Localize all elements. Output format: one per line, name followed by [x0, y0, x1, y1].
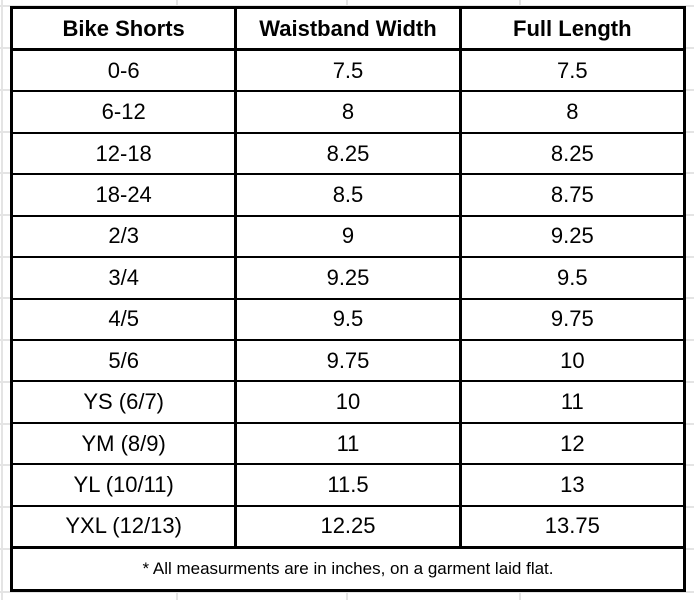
- waistband-cell: 10: [237, 382, 462, 422]
- size-cell: 2/3: [13, 216, 238, 257]
- spreadsheet-gridline-vertical: [1, 0, 3, 600]
- waistband-cell: 11.5: [237, 465, 462, 505]
- waistband-cell: 9: [237, 216, 462, 257]
- size-cell: 0-6: [13, 51, 238, 91]
- header-cell-waistband: Waistband Width: [237, 9, 462, 48]
- table-row: YS (6/7) 10 11: [13, 382, 683, 424]
- waistband-cell: 8.25: [237, 133, 462, 174]
- size-cell: YXL (12/13): [13, 506, 238, 547]
- length-cell: 13: [560, 471, 585, 497]
- waistband-cell: 9.75: [237, 340, 462, 381]
- size-cell: 4/5: [13, 299, 238, 339]
- size-cell: 12-18: [13, 133, 238, 174]
- size-chart-table: Bike Shorts Waistband Width Full Length …: [10, 6, 686, 592]
- size-cell: YL (10/11): [13, 465, 238, 505]
- size-cell: 5/6: [13, 340, 238, 381]
- table-header-row: Bike Shorts Waistband Width Full Length: [13, 9, 683, 51]
- length-cell: 8.25: [550, 140, 594, 166]
- waistband-cell: 12.25: [237, 506, 462, 547]
- size-cell: 18-24: [13, 175, 238, 215]
- table-row: 3/4 9.25 9.5: [13, 258, 683, 300]
- length-cell: 9.5: [557, 264, 588, 290]
- table-row: 6-12 8 8: [13, 92, 683, 134]
- table-row: 0-6 7.5 7.5: [13, 51, 683, 93]
- size-cell: 6-12: [13, 92, 238, 132]
- length-cell: 9.25: [550, 223, 594, 249]
- waistband-cell: 8.5: [237, 175, 462, 215]
- size-cell: YM (8/9): [13, 423, 238, 464]
- table-row: 2/3 9 9.25: [13, 216, 683, 259]
- length-cell: 8: [566, 99, 579, 125]
- waistband-cell: 11: [237, 423, 462, 464]
- table-row: 18-24 8.5 8.75: [13, 175, 683, 217]
- length-cell: 10: [560, 347, 585, 373]
- table-footnote-row: * All measurments are in inches, on a ga…: [13, 549, 683, 589]
- header-cell-length: Full Length: [513, 15, 632, 41]
- length-cell: 12: [560, 430, 585, 456]
- table-row: 12-18 8.25 8.25: [13, 133, 683, 176]
- table-row: 4/5 9.5 9.75: [13, 299, 683, 341]
- spreadsheet-gridline-horizontal: [0, 591, 694, 593]
- table-row: 5/6 9.75 10: [13, 340, 683, 383]
- footnote-text: * All measurments are in inches, on a ga…: [142, 559, 554, 579]
- length-cell: 8.75: [550, 181, 594, 207]
- size-cell: YS (6/7): [13, 382, 238, 422]
- table-row: YL (10/11) 11.5 13: [13, 465, 683, 507]
- waistband-cell: 7.5: [237, 51, 462, 91]
- length-cell: 9.75: [550, 306, 594, 332]
- length-cell: 7.5: [557, 57, 588, 83]
- header-cell-size: Bike Shorts: [13, 9, 238, 48]
- size-cell: 3/4: [13, 258, 238, 298]
- length-cell: 11: [560, 389, 584, 415]
- waistband-cell: 9.25: [237, 258, 462, 298]
- waistband-cell: 8: [237, 92, 462, 132]
- table-row: YXL (12/13) 12.25 13.75: [13, 506, 683, 550]
- waistband-cell: 9.5: [237, 299, 462, 339]
- length-cell: 13.75: [544, 513, 600, 539]
- table-row: YM (8/9) 11 12: [13, 423, 683, 466]
